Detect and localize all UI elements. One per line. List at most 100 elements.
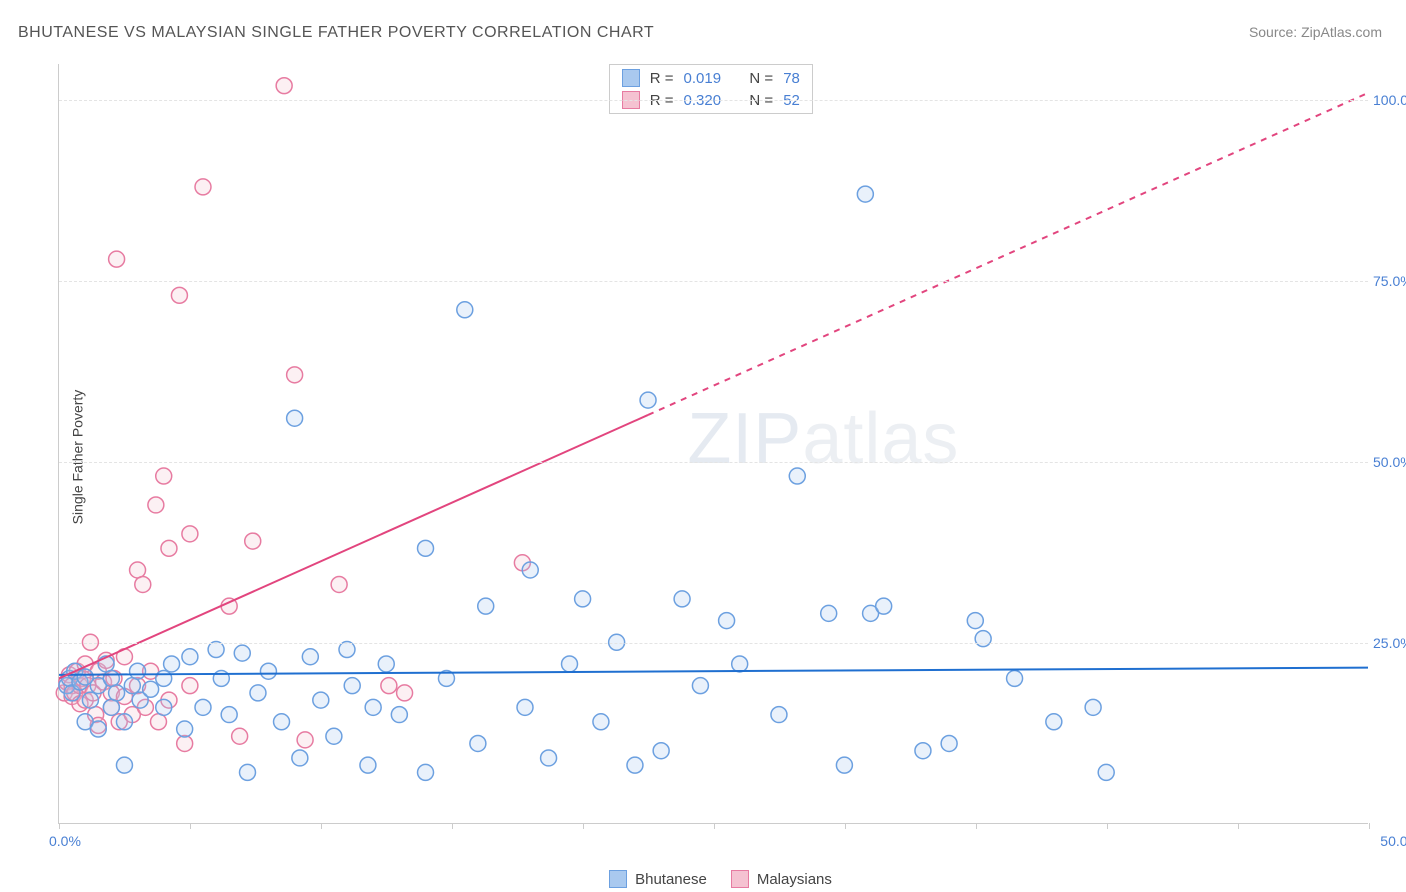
x-tick — [583, 823, 584, 829]
data-point — [593, 714, 609, 730]
legend-label-malaysians: Malaysians — [757, 871, 832, 888]
data-point — [857, 186, 873, 202]
data-point — [470, 735, 486, 751]
data-point — [171, 287, 187, 303]
data-point — [274, 714, 290, 730]
data-point — [221, 707, 237, 723]
chart-title: BHUTANESE VS MALAYSIAN SINGLE FATHER POV… — [18, 24, 654, 42]
x-tick — [59, 823, 60, 829]
data-point — [82, 692, 98, 708]
data-point — [182, 678, 198, 694]
data-point — [109, 251, 125, 267]
data-point — [653, 743, 669, 759]
data-point — [116, 714, 132, 730]
gridline — [59, 281, 1368, 282]
gridline — [59, 643, 1368, 644]
source-attribution: Source: ZipAtlas.com — [1249, 24, 1382, 40]
data-point — [240, 764, 256, 780]
data-point — [1007, 670, 1023, 686]
data-point — [522, 562, 538, 578]
data-point — [313, 692, 329, 708]
scatter-svg — [59, 64, 1368, 823]
legend-item-malaysians: Malaysians — [731, 870, 832, 888]
data-point — [344, 678, 360, 694]
x-axis-max-label: 50.0% — [1380, 833, 1406, 849]
n-value-bhutanese: 78 — [783, 70, 800, 87]
data-point — [213, 670, 229, 686]
data-point — [789, 468, 805, 484]
data-point — [692, 678, 708, 694]
x-tick — [452, 823, 453, 829]
data-point — [250, 685, 266, 701]
y-tick-label: 75.0% — [1373, 273, 1406, 289]
data-point — [177, 735, 193, 751]
data-point — [975, 631, 991, 647]
data-point — [360, 757, 376, 773]
data-point — [260, 663, 276, 679]
y-tick-label: 50.0% — [1373, 454, 1406, 470]
swatch-bhutanese — [622, 69, 640, 87]
y-tick-label: 25.0% — [1373, 635, 1406, 651]
data-point — [177, 721, 193, 737]
gridline — [59, 100, 1368, 101]
gridline — [59, 462, 1368, 463]
swatch-bhutanese — [609, 870, 627, 888]
data-point — [562, 656, 578, 672]
x-tick — [976, 823, 977, 829]
data-point — [378, 656, 394, 672]
data-point — [148, 497, 164, 513]
data-point — [156, 699, 172, 715]
data-point — [1046, 714, 1062, 730]
data-point — [397, 685, 413, 701]
data-point — [517, 699, 533, 715]
data-point — [719, 613, 735, 629]
data-point — [150, 714, 166, 730]
data-point — [103, 670, 119, 686]
x-axis-min-label: 0.0% — [49, 833, 81, 849]
data-point — [836, 757, 852, 773]
data-point — [287, 367, 303, 383]
data-point — [967, 613, 983, 629]
data-point — [130, 663, 146, 679]
data-point — [575, 591, 591, 607]
data-point — [418, 764, 434, 780]
data-point — [195, 179, 211, 195]
series-legend: Bhutanese Malaysians — [609, 870, 832, 888]
x-tick — [1238, 823, 1239, 829]
chart-container: Single Father Poverty 0.0% 50.0% ZIPatla… — [48, 54, 1384, 860]
data-point — [195, 699, 211, 715]
data-point — [276, 78, 292, 94]
data-point — [302, 649, 318, 665]
data-point — [182, 526, 198, 542]
data-point — [109, 685, 125, 701]
data-point — [156, 468, 172, 484]
data-point — [156, 670, 172, 686]
x-tick — [321, 823, 322, 829]
data-point — [640, 392, 656, 408]
data-point — [732, 656, 748, 672]
data-point — [287, 410, 303, 426]
data-point — [457, 302, 473, 318]
data-point — [541, 750, 557, 766]
data-point — [391, 707, 407, 723]
data-point — [1085, 699, 1101, 715]
data-point — [674, 591, 690, 607]
data-point — [245, 533, 261, 549]
data-point — [90, 721, 106, 737]
data-point — [771, 707, 787, 723]
data-point — [116, 757, 132, 773]
data-point — [478, 598, 494, 614]
data-point — [130, 562, 146, 578]
data-point — [292, 750, 308, 766]
data-point — [124, 678, 140, 694]
trend-line — [648, 93, 1368, 415]
x-tick — [190, 823, 191, 829]
data-point — [164, 656, 180, 672]
data-point — [365, 699, 381, 715]
x-tick — [845, 823, 846, 829]
swatch-malaysians — [731, 870, 749, 888]
x-tick — [1369, 823, 1370, 829]
stats-legend: R = 0.019 N = 78 R = 0.320 N = 52 — [609, 64, 813, 114]
data-point — [326, 728, 342, 744]
data-point — [143, 681, 159, 697]
